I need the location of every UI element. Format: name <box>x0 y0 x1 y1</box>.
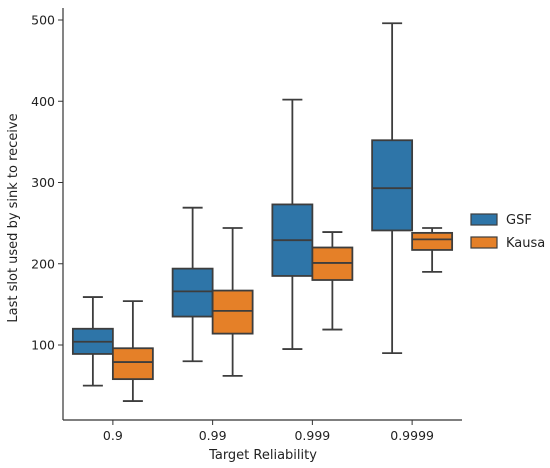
x-axis-label: Target Reliability <box>208 448 317 463</box>
y-axis: 100 200 300 400 500 <box>31 8 64 420</box>
box-group-gsf <box>71 296 114 387</box>
y-tick-label: 400 <box>31 94 55 109</box>
x-tick-label: 0.99 <box>199 428 227 443</box>
box-group-gsf <box>371 22 414 355</box>
legend-swatch-gsf <box>470 213 498 226</box>
x-axis: 0.9 0.99 0.999 0.9999 <box>63 419 462 443</box>
y-tick-label: 300 <box>31 175 55 190</box>
box-group-kausa <box>311 231 354 331</box>
x-tick-label: 0.9 <box>103 428 123 443</box>
y-axis-label: Last slot used by sink to receive <box>6 113 21 322</box>
legend-label-kausa: Kausa <box>506 236 545 251</box>
box-gsf <box>171 267 214 318</box>
box-gsf <box>371 139 414 232</box>
box-group-gsf <box>171 206 214 363</box>
box-group-kausa <box>211 227 254 377</box>
legend: GSF Kausa <box>470 213 545 251</box>
x-tick-label: 0.9999 <box>390 428 434 443</box>
box-kausa <box>211 289 254 335</box>
box-kausa <box>411 231 454 251</box>
y-tick-label: 100 <box>31 338 55 353</box>
plot-area <box>71 22 454 402</box>
legend-swatch-kausa <box>470 236 498 249</box>
y-tick-label: 200 <box>31 256 55 271</box>
box-group-kausa <box>111 300 154 402</box>
box-group-kausa <box>411 227 454 273</box>
box-kausa <box>111 347 154 381</box>
x-tick-label: 0.999 <box>294 428 330 443</box>
y-tick-label: 500 <box>31 13 55 28</box>
legend-label-gsf: GSF <box>506 213 532 228</box>
box-group-gsf <box>271 98 314 350</box>
